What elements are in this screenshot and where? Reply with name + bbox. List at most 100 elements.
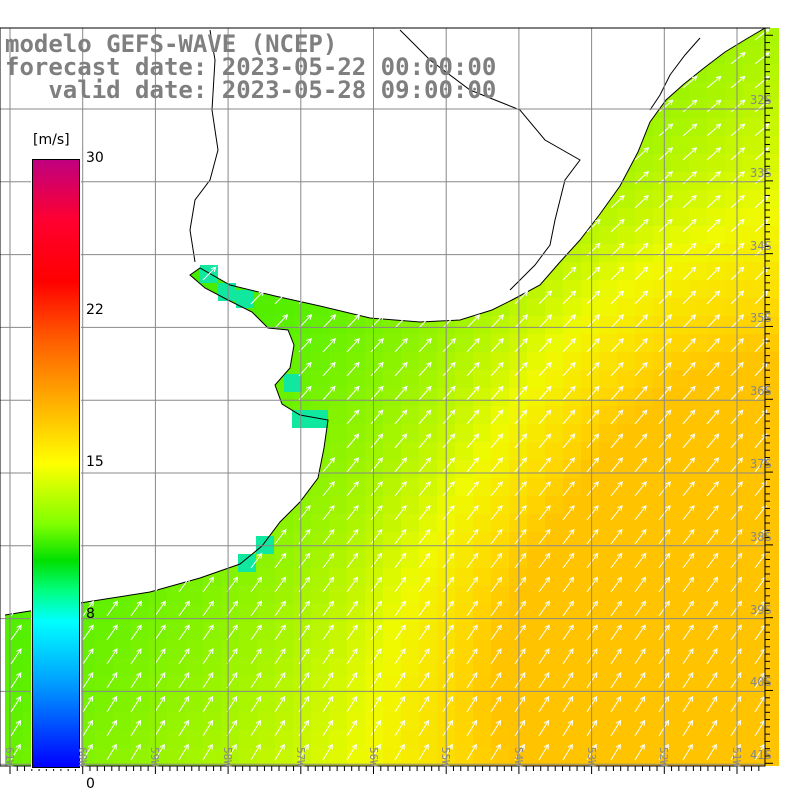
wind-arrow bbox=[706, 314, 721, 329]
wind-arrow bbox=[10, 624, 22, 641]
wind-arrow bbox=[394, 743, 405, 761]
wind-arrow bbox=[466, 648, 478, 665]
wind-arrow bbox=[538, 695, 550, 713]
wind-arrow bbox=[706, 624, 718, 641]
wind-arrow bbox=[538, 672, 550, 689]
wind-arrow bbox=[490, 338, 504, 353]
wind-arrow bbox=[178, 695, 190, 713]
wind-arrow bbox=[706, 600, 719, 617]
wind-arrow bbox=[610, 600, 623, 617]
wind-arrow bbox=[466, 314, 481, 329]
wind-arrow bbox=[682, 504, 695, 521]
wind-arrow bbox=[706, 147, 722, 161]
wind-arrow bbox=[322, 648, 334, 665]
wind-arrow bbox=[634, 385, 648, 401]
wind-arrow bbox=[442, 648, 454, 665]
wind-arrow bbox=[178, 624, 190, 641]
wind-arrow bbox=[562, 672, 574, 689]
wind-arrow bbox=[538, 624, 550, 641]
wind-arrow bbox=[346, 552, 359, 569]
wind-arrow bbox=[730, 528, 743, 545]
wind-arrow bbox=[490, 576, 503, 593]
wind-arrow bbox=[538, 528, 551, 545]
wind-arrow bbox=[586, 600, 599, 617]
wind-arrow bbox=[370, 385, 384, 401]
wind-arrow bbox=[442, 409, 456, 425]
wind-arrow bbox=[274, 552, 287, 569]
wind-arrow bbox=[466, 552, 479, 569]
wind-arrow bbox=[490, 361, 504, 377]
wind-arrow bbox=[130, 743, 141, 761]
wind-arrow bbox=[538, 457, 552, 473]
wind-arrow bbox=[514, 528, 527, 545]
wind-arrow bbox=[682, 361, 696, 377]
wind-arrow bbox=[610, 576, 623, 593]
wind-arrow bbox=[706, 672, 718, 689]
wind-arrow bbox=[418, 648, 430, 665]
wind-arrow bbox=[106, 624, 118, 641]
wind-arrow bbox=[394, 695, 406, 713]
wind-arrow bbox=[490, 481, 503, 497]
wind-arrow bbox=[538, 743, 549, 761]
wind-arrow bbox=[10, 743, 21, 761]
coastal-cell bbox=[236, 290, 254, 308]
wind-arrow bbox=[202, 743, 213, 761]
wind-arrow bbox=[226, 576, 239, 593]
wind-arrow bbox=[706, 123, 722, 137]
wind-arrow bbox=[634, 290, 649, 305]
wind-arrow bbox=[634, 218, 649, 233]
wind-arrow bbox=[682, 648, 694, 665]
wind-arrow bbox=[346, 385, 360, 401]
wind-arrow bbox=[490, 743, 501, 761]
lon-label: 52W bbox=[657, 747, 671, 767]
wind-arrow bbox=[682, 266, 697, 281]
wind-arrow bbox=[634, 743, 645, 761]
wind-arrow bbox=[370, 648, 382, 665]
wind-arrow bbox=[346, 504, 359, 521]
wind-arrow bbox=[370, 600, 383, 617]
wind-arrow bbox=[634, 338, 648, 353]
wind-arrow bbox=[586, 361, 600, 377]
wind-arrow bbox=[202, 576, 215, 593]
wind-arrow bbox=[370, 457, 384, 473]
wind-arrow bbox=[658, 409, 672, 425]
wind-arrow bbox=[682, 624, 694, 641]
wind-arrow bbox=[394, 719, 406, 737]
wind-arrow bbox=[394, 385, 408, 401]
wind-arrow bbox=[274, 695, 286, 713]
lon-label: 55W bbox=[439, 747, 453, 767]
wind-arrow bbox=[226, 648, 238, 665]
wind-arrow bbox=[418, 624, 430, 641]
wind-arrow bbox=[322, 528, 335, 545]
wind-arrow bbox=[514, 481, 527, 497]
wind-arrow bbox=[610, 290, 625, 305]
wind-arrow bbox=[154, 695, 166, 713]
wind-arrow bbox=[514, 648, 526, 665]
wind-arrow bbox=[730, 123, 746, 137]
wind-arrow bbox=[226, 624, 238, 641]
wind-arrow bbox=[562, 504, 575, 521]
wind-arrow bbox=[394, 457, 408, 473]
wind-arrow bbox=[418, 672, 430, 689]
wind-arrow bbox=[634, 409, 648, 425]
lat-label: 34S bbox=[750, 238, 772, 253]
wind-arrow bbox=[490, 719, 502, 737]
axis-ticks bbox=[9, 27, 773, 774]
wind-arrow bbox=[730, 624, 742, 641]
colorbar-label-30: 30 bbox=[86, 150, 104, 166]
wind-arrow bbox=[418, 504, 431, 521]
wind-arrow bbox=[682, 242, 697, 257]
wind-arrow bbox=[10, 600, 23, 617]
wind-arrow bbox=[466, 743, 477, 761]
wind-arrow bbox=[682, 385, 696, 401]
lat-label: 40S bbox=[750, 675, 772, 690]
wind-arrow bbox=[682, 99, 698, 113]
wind-arrow bbox=[634, 194, 649, 209]
wind-arrow bbox=[82, 695, 94, 713]
wind-arrow bbox=[730, 194, 745, 209]
wind-arrow bbox=[178, 648, 190, 665]
wind-arrow bbox=[418, 385, 432, 401]
wind-arrow bbox=[682, 719, 694, 737]
coastal-cell bbox=[310, 410, 328, 428]
